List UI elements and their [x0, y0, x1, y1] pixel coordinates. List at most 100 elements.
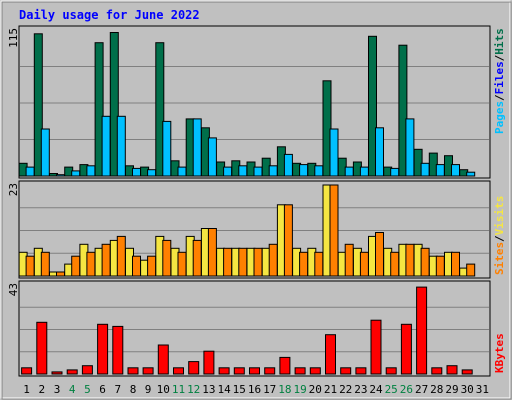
bar-sites-day-15 — [238, 247, 248, 277]
bar-files-day-21 — [329, 128, 339, 177]
bar-kbytes-day-26 — [400, 323, 412, 375]
bar-kbytes-day-5 — [81, 365, 93, 375]
bar-files-day-26 — [405, 118, 415, 177]
bar-kbytes-day-15 — [233, 367, 245, 375]
bar-kbytes-day-28 — [431, 367, 443, 375]
day-label-26: 26 — [400, 383, 413, 396]
bar-sites-day-23 — [359, 251, 369, 277]
bar-sites-day-5 — [86, 251, 96, 277]
bar-files-day-17 — [268, 165, 278, 177]
day-label-4: 4 — [69, 383, 76, 396]
bar-sites-day-10 — [162, 239, 172, 277]
day-label-7: 7 — [114, 383, 121, 396]
bar-kbytes-day-23 — [355, 367, 367, 375]
bar-files-day-5 — [86, 165, 96, 177]
bar-sites-day-20 — [314, 251, 324, 277]
bar-files-day-13 — [207, 137, 217, 177]
day-label-31: 31 — [476, 383, 489, 396]
day-label-16: 16 — [248, 383, 261, 396]
bar-sites-day-17 — [268, 243, 278, 277]
bar-kbytes-day-27 — [416, 286, 428, 375]
bar-kbytes-day-29 — [446, 365, 458, 375]
bar-sites-day-2 — [40, 251, 50, 277]
right-label-slash: / — [493, 54, 506, 61]
bar-files-day-11 — [177, 166, 187, 177]
bar-files-day-7 — [116, 115, 126, 177]
bar-kbytes-day-13 — [203, 350, 215, 375]
bar-kbytes-day-7 — [112, 325, 124, 375]
bar-hits-day-24 — [368, 35, 377, 177]
bar-kbytes-day-1 — [21, 367, 33, 375]
bar-kbytes-day-12 — [188, 361, 200, 375]
day-label-19: 19 — [293, 383, 306, 396]
bar-kbytes-day-22 — [340, 367, 352, 375]
bar-files-day-15 — [238, 165, 248, 177]
day-label-12: 12 — [187, 383, 200, 396]
day-label-14: 14 — [217, 383, 231, 396]
right-label-sites: Sites — [493, 242, 506, 275]
bar-sites-day-25 — [390, 251, 400, 277]
bar-sites-day-7 — [116, 235, 126, 277]
bar-sites-day-22 — [344, 243, 354, 277]
bar-sites-day-18 — [283, 204, 293, 277]
day-label-3: 3 — [54, 383, 61, 396]
bar-kbytes-day-16 — [249, 367, 260, 375]
day-label-25: 25 — [385, 383, 398, 396]
bar-files-day-6 — [101, 115, 111, 177]
bar-sites-day-30 — [466, 263, 476, 277]
day-label-28: 28 — [430, 383, 443, 396]
bar-files-day-14 — [223, 166, 233, 177]
bar-kbytes-day-20 — [309, 367, 321, 375]
bar-kbytes-day-19 — [294, 367, 306, 375]
bar-files-day-4 — [71, 170, 81, 177]
bar-sites-day-1 — [25, 255, 35, 277]
day-label-21: 21 — [324, 383, 337, 396]
bar-files-day-2 — [40, 128, 50, 177]
bar-sites-day-3 — [56, 271, 65, 277]
day-label-5: 5 — [84, 383, 91, 396]
bar-sites-day-24 — [375, 232, 384, 277]
bar-sites-day-28 — [435, 255, 445, 277]
bar-files-day-22 — [344, 166, 354, 177]
right-label-pages: Pages — [493, 101, 506, 134]
bar-files-day-23 — [359, 166, 369, 177]
bar-sites-day-8 — [132, 255, 141, 277]
panel-2-max-label: 23 — [7, 183, 20, 196]
bar-kbytes-day-3 — [51, 371, 63, 375]
day-label-8: 8 — [130, 383, 137, 396]
bar-sites-day-21 — [329, 184, 339, 277]
bar-hits-day-6 — [94, 42, 104, 177]
day-label-30: 30 — [461, 383, 474, 396]
bar-kbytes-day-11 — [173, 367, 184, 375]
bar-files-day-27 — [420, 162, 430, 177]
bar-kbytes-day-25 — [385, 367, 397, 375]
right-label-slash: / — [493, 94, 506, 101]
day-label-22: 22 — [339, 383, 352, 396]
day-label-13: 13 — [202, 383, 215, 396]
bar-sites-day-11 — [177, 251, 187, 277]
bar-files-day-1 — [25, 166, 35, 177]
bar-kbytes-day-17 — [264, 367, 276, 375]
bar-kbytes-day-8 — [127, 367, 139, 375]
bar-files-day-10 — [162, 120, 172, 177]
right-label-files: Files — [493, 61, 506, 94]
bar-files-day-12 — [192, 118, 202, 177]
bar-sites-day-4 — [71, 255, 81, 277]
day-label-6: 6 — [99, 383, 106, 396]
bar-files-day-18 — [283, 153, 293, 177]
bar-hits-day-21 — [322, 80, 332, 177]
bar-sites-day-14 — [223, 247, 233, 277]
panel-1-max-label: 115 — [7, 28, 20, 48]
bar-sites-day-6 — [101, 243, 111, 277]
bar-files-day-19 — [299, 164, 309, 177]
bar-kbytes-day-2 — [36, 321, 48, 375]
bar-sites-day-12 — [192, 239, 202, 277]
bar-files-day-29 — [451, 164, 460, 177]
day-label-17: 17 — [263, 383, 276, 396]
bar-files-day-9 — [147, 169, 157, 177]
bar-sites-day-29 — [451, 251, 460, 277]
bar-files-day-8 — [132, 167, 141, 177]
bar-hits-day-26 — [398, 44, 408, 177]
